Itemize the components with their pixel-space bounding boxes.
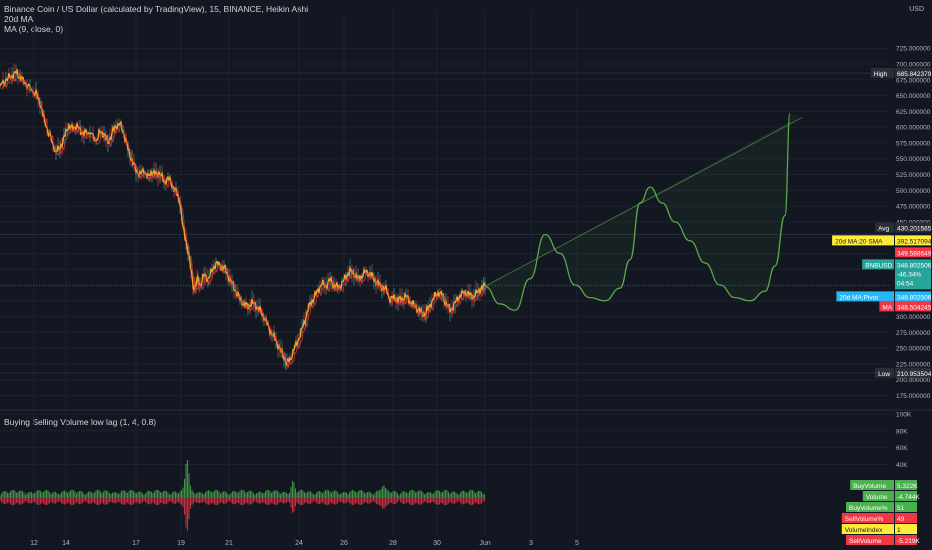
buy-pct-tag-value: 51 <box>897 505 905 512</box>
y-tick-label: 700.000000 <box>896 61 931 68</box>
pct-change: -46.34% <box>897 271 921 278</box>
avg-tag-label-bg <box>875 222 894 233</box>
x-tick-label: 21 <box>225 540 233 547</box>
symbol-title: Binance Coin / US Dollar (calculated by … <box>4 4 309 14</box>
buy-volume-tag-value-bg <box>895 480 917 490</box>
ma-tag-value: 348.504245 <box>897 304 932 311</box>
avg-tag-label: Avg <box>878 225 889 232</box>
symbol-tag-label: BNBUSD <box>865 262 892 269</box>
x-tick-label: 17 <box>132 540 140 547</box>
volume-tick-label: 40K <box>896 462 908 469</box>
volume-index-tag-value-bg <box>895 524 917 534</box>
red-price-tag-value-bg <box>895 247 931 258</box>
volume-index-tag-value: 1 <box>897 527 901 534</box>
low-tag-label: Low <box>878 371 890 378</box>
buy-volume-tag-label: BuyVolume <box>853 483 886 490</box>
x-tick-label: 28 <box>389 540 397 547</box>
symbol-tag-value-bg <box>895 259 931 270</box>
sma-tag-label: 20d MA:20 SMA <box>835 238 883 245</box>
x-tick-label: 26 <box>340 540 348 547</box>
x-tick-label: 24 <box>295 540 303 547</box>
sma-tag-label-bg <box>832 235 894 246</box>
buy-pct-tag-value-bg <box>895 502 917 512</box>
sma-tag-value-bg <box>895 235 931 246</box>
y-tick-label: 675.000000 <box>896 77 931 84</box>
ma-series-line <box>1 71 488 369</box>
buy-volume-tag-label-bg <box>850 480 894 490</box>
sell-pct-tag-label-bg <box>841 513 894 523</box>
symbol-tag-label-bg <box>862 259 894 270</box>
x-tick-label: 12 <box>30 540 38 547</box>
symbol-extra-bg <box>895 269 931 290</box>
sell-pct-tag-value: 49 <box>897 516 905 523</box>
sell-pct-tag-value-bg <box>895 513 917 523</box>
volume-tick-label: 80K <box>896 428 908 435</box>
buy-volume-tag-value: 5.322K <box>897 483 918 490</box>
pivot-tag-label-bg <box>836 291 894 302</box>
volume-tag-value: -4.744K <box>897 494 920 501</box>
x-tick-label: 14 <box>62 540 70 547</box>
volume-index-tag-label: VolumeIndex <box>845 527 883 534</box>
sell-volume-tag-value-bg <box>895 535 917 545</box>
ma-tag-value-bg <box>895 301 931 312</box>
y-tick-label: 525.000000 <box>896 172 931 179</box>
red-price-tag-value: 349.588649 <box>897 250 932 257</box>
pivot-tag-value: 348.802506 <box>897 294 932 301</box>
ma-tag-label-bg <box>879 301 894 312</box>
pivot-tag-label: 20d MA:Pivot <box>839 294 878 301</box>
y-tick-label: 225.000000 <box>896 361 931 368</box>
y-tick-label: 475.000000 <box>896 204 931 211</box>
sell-volume-tag-value: -5.219K <box>897 538 920 545</box>
x-tick-label: 30 <box>433 540 441 547</box>
volume-tag-value-bg <box>895 491 917 501</box>
volume-tick-label: 60K <box>896 445 908 452</box>
y-tick-label: 650.000000 <box>896 93 931 100</box>
volume-tag-label-bg <box>862 491 894 501</box>
y-tick-label: 600.000000 <box>896 125 931 132</box>
pivot-tag-value-bg <box>895 291 931 302</box>
low-tag-label-bg <box>875 367 894 378</box>
x-tick-label: 3 <box>529 540 533 547</box>
bar-countdown: 04:54 <box>897 280 914 287</box>
ma-tag-label: MA <box>882 304 892 311</box>
y-tick-label: 625.000000 <box>896 109 931 116</box>
avg-tag-value-bg <box>895 222 931 233</box>
buy-pct-tag-label: BuyVolume% <box>849 505 888 512</box>
projection-area <box>485 113 802 311</box>
sell-pct-tag-label: SellVolume% <box>845 516 884 523</box>
symbol-tag-value: 348.802506 <box>897 262 932 269</box>
high-tag-value-bg <box>895 67 931 78</box>
price-series-line <box>0 67 486 367</box>
volume-index-tag-label-bg <box>841 524 894 534</box>
x-tick-label: 19 <box>177 540 185 547</box>
sell-volume-tag-label: SellVolume <box>849 538 882 545</box>
avg-tag-value: 430.201565 <box>897 225 932 232</box>
x-tick-label: 5 <box>575 540 579 547</box>
y-tick-label: 200.000000 <box>896 377 931 384</box>
y-tick-label: 250.000000 <box>896 346 931 353</box>
y-tick-label: 275.000000 <box>896 330 931 337</box>
volume-indicator-legend[interactable]: Buying Selling Volume low lag (1, 4, 0.8… <box>4 417 157 427</box>
high-tag-value: 685.842379 <box>897 71 932 78</box>
sma-tag-value: 392.517094 <box>897 238 932 245</box>
y-tick-label: 300.000000 <box>896 314 931 321</box>
y-tick-label: 550.000000 <box>896 156 931 163</box>
buy-pct-tag-label-bg <box>846 502 894 512</box>
y-tick-label: 500.000000 <box>896 188 931 195</box>
low-tag-value: 210.953504 <box>897 371 932 378</box>
projection-curve <box>484 112 791 311</box>
high-tag-label: High <box>874 71 888 78</box>
sell-volume-tag-label-bg <box>846 535 894 545</box>
volume-tag-label: Volume <box>866 494 888 501</box>
y-tick-label: 575.000000 <box>896 140 931 147</box>
currency-label: USD <box>909 6 924 13</box>
low-tag-value-bg <box>895 367 931 378</box>
high-tag-label-bg <box>870 67 894 78</box>
ma-20d-legend[interactable]: 20d MA <box>4 14 34 24</box>
y-tick-label: 175.000000 <box>896 393 931 400</box>
y-tick-label: 725.000000 <box>896 46 931 53</box>
volume-tick-label: 100K <box>896 412 912 419</box>
x-tick-label: Jun <box>479 540 490 547</box>
